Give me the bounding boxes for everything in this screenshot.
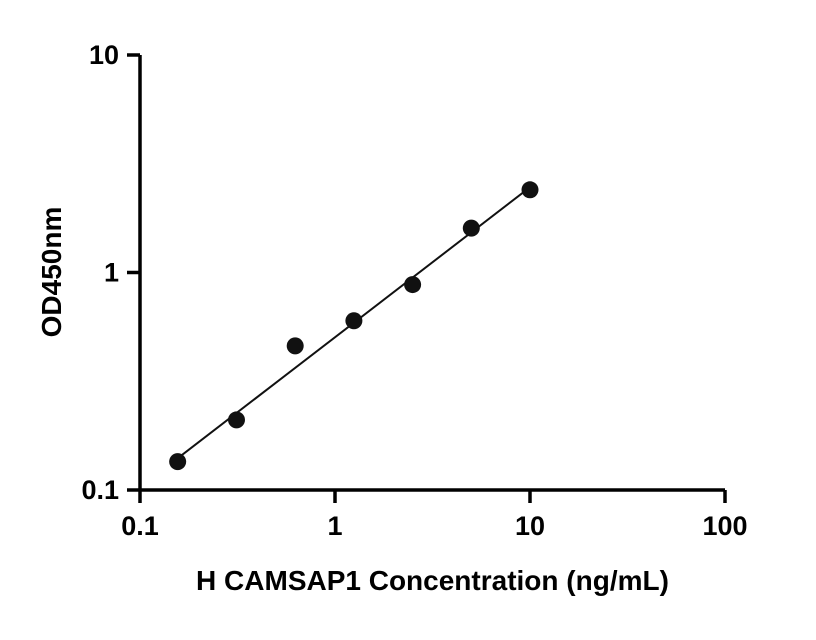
x-axis-title: H CAMSAP1 Concentration (ng/mL) [196, 565, 669, 596]
data-point [169, 453, 187, 471]
y-tick-label: 10 [89, 40, 119, 70]
data-point [227, 411, 245, 429]
data-point [345, 312, 363, 330]
data-point [404, 276, 422, 294]
x-tick-label: 100 [702, 511, 747, 541]
x-tick-label: 1 [327, 511, 342, 541]
x-tick-label: 10 [515, 511, 545, 541]
data-point [286, 337, 304, 355]
data-point [521, 181, 539, 199]
y-axis-title: OD450nm [36, 206, 67, 338]
y-tick-label: 1 [104, 258, 119, 288]
y-tick-label: 0.1 [81, 475, 119, 505]
x-tick-label: 0.1 [121, 511, 159, 541]
data-point [462, 219, 480, 237]
